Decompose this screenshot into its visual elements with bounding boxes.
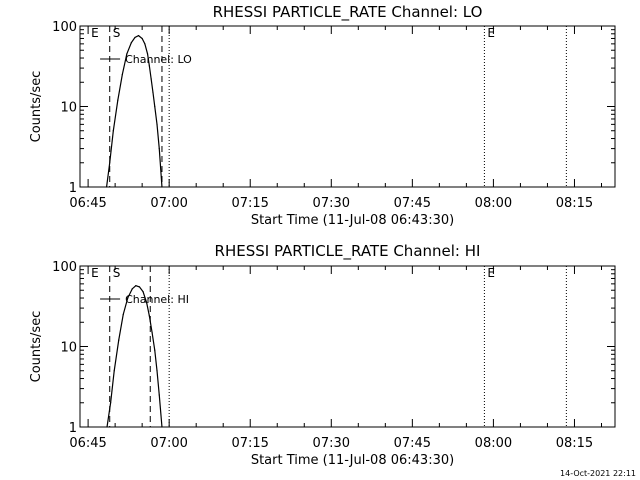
chart-hi-data-point: [113, 370, 115, 372]
chart-lo-data-point: [134, 36, 136, 39]
chart-lo-xlabel: Start Time (11-Jul-08 06:43:30): [251, 213, 454, 228]
chart-lo-ytick-label: 1: [69, 181, 77, 196]
chart-hi-series-line: [106, 284, 163, 428]
chart-lo-data-point: [117, 99, 119, 101]
chart-lo-xtick-label: 07:00: [150, 196, 187, 211]
chart-lo-data-point: [152, 91, 154, 93]
chart-lo-ytick-label: 100: [52, 20, 77, 35]
chart-hi-xtick-label: 08:15: [556, 436, 593, 451]
chart-lo-title: RHESSI PARTICLE_RATE Channel: LO: [213, 3, 483, 22]
chart-lo-data-point: [150, 78, 152, 80]
chart-hi-data-point: [161, 426, 163, 428]
chart-lo-annotation-s: S: [113, 26, 121, 40]
chart-hi-data-point: [135, 285, 137, 287]
chart-lo-data-point: [158, 147, 160, 150]
chart-hi-ytick-label: 1: [69, 421, 77, 436]
chart-lo-xtick-label: 07:45: [394, 196, 431, 211]
chart-hi-data-point: [158, 394, 160, 396]
chart-lo-data-point: [161, 186, 163, 188]
chart-lo-data-point: [148, 65, 150, 67]
chart-hi-xtick-label: 08:00: [475, 436, 512, 451]
chart-lo-data-point: [141, 37, 143, 40]
chart-hi-annotation-s: S: [113, 266, 121, 280]
chart-hi-data-point: [151, 331, 153, 333]
chart-hi-data-point: [106, 426, 108, 428]
chart-hi-xtick-label: 07:30: [313, 436, 350, 451]
chart-lo-xtick-label: 08:00: [475, 196, 512, 211]
chart-hi-data-point: [138, 286, 141, 288]
chart-lo-data-point: [146, 53, 149, 55]
chart-hi-annotation-e: E: [487, 266, 495, 280]
chart-hi-data-point: [146, 302, 148, 304]
chart-hi-data-point: [127, 297, 129, 299]
chart-lo-data-point: [144, 43, 146, 45]
chart-hi-ytick-label: 10: [60, 341, 77, 356]
chart-hi-data-point: [156, 370, 158, 372]
chart-lo-data-point: [130, 42, 132, 44]
chart-lo-data-point: [109, 162, 111, 164]
chart-lo-data-point: [126, 53, 128, 55]
chart-lo-data-point: [121, 73, 123, 76]
footer-timestamp: 14-Oct-2021 22:11: [560, 469, 636, 478]
chart-lo-data-point: [112, 130, 114, 132]
chart-hi-xtick-label: 06:45: [69, 436, 106, 451]
chart-hi-xlabel: Start Time (11-Jul-08 06:43:30): [251, 453, 454, 468]
chart-lo-data-point: [156, 123, 158, 125]
chart-hi-xtick-label: 07:15: [231, 436, 268, 451]
chart-lo-xtick-label: 07:15: [231, 196, 268, 211]
chart-lo-legend-label: Channel: LO: [125, 53, 192, 66]
chart-lo-data-point: [137, 34, 140, 37]
chart-lo-annotation-e: E: [91, 26, 99, 40]
chart-lo-ylabel: Counts/sec: [29, 71, 44, 143]
chart-lo-ytick-label: 10: [60, 101, 77, 116]
chart-hi-data-point: [148, 315, 150, 317]
chart-hi-data-point: [142, 291, 144, 293]
chart-hi-xtick-label: 07:00: [150, 436, 187, 451]
chart-lo-xtick-label: 06:45: [69, 196, 106, 211]
chart-hi-data-point: [118, 339, 120, 341]
chart-hi-xtick-label: 07:45: [394, 436, 431, 451]
chart-hi-ytick-label: 100: [52, 260, 77, 275]
chart-hi-annotation-e: E: [91, 266, 99, 280]
chart-hi-data-point: [110, 402, 112, 404]
chart-lo-data-point: [154, 105, 156, 108]
chart-lo-xtick-label: 08:15: [556, 196, 593, 211]
chart-hi-ylabel: Counts/sec: [29, 311, 44, 383]
chart-hi-title: RHESSI PARTICLE_RATE Channel: HI: [215, 242, 481, 261]
chart-hi-data-point: [154, 349, 156, 351]
chart-hi-data-point: [131, 288, 133, 290]
chart-hi-data-point: [122, 313, 124, 316]
chart-hi-legend-label: Channel: HI: [125, 293, 189, 306]
chart-lo-annotation-e: E: [487, 26, 495, 40]
chart-lo-data-point: [105, 186, 108, 188]
chart-lo-xtick-label: 07:30: [313, 196, 350, 211]
